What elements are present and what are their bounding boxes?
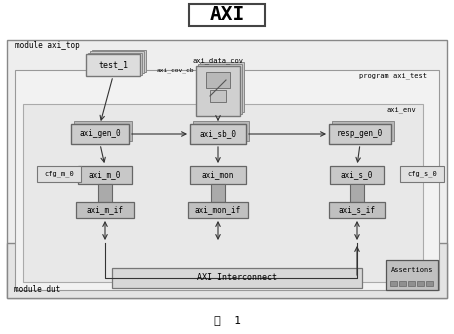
- Text: axi_mon_if: axi_mon_if: [195, 205, 241, 214]
- Bar: [78, 166, 132, 184]
- Bar: [330, 166, 384, 184]
- Bar: [193, 121, 249, 141]
- Text: test_1: test_1: [98, 60, 128, 69]
- Bar: [190, 124, 246, 144]
- Text: axi_m_if: axi_m_if: [87, 205, 123, 214]
- Bar: [76, 202, 134, 218]
- Bar: [332, 121, 394, 141]
- Bar: [23, 104, 423, 282]
- Bar: [399, 281, 406, 286]
- Text: resp_gen_0: resp_gen_0: [337, 130, 383, 139]
- Bar: [90, 51, 144, 73]
- Bar: [98, 184, 112, 202]
- Text: axi_data_cov: axi_data_cov: [192, 58, 243, 64]
- Text: AXI: AXI: [209, 5, 245, 24]
- Bar: [188, 202, 248, 218]
- Bar: [390, 281, 397, 286]
- Text: module axi_top: module axi_top: [15, 41, 79, 50]
- Bar: [189, 4, 265, 26]
- Bar: [112, 268, 362, 288]
- Bar: [426, 281, 433, 286]
- Text: axi_mon: axi_mon: [202, 170, 234, 179]
- Bar: [386, 260, 438, 290]
- Bar: [206, 72, 230, 88]
- Text: AXI Interconnect: AXI Interconnect: [197, 274, 277, 283]
- Bar: [200, 62, 244, 112]
- Text: module dut: module dut: [14, 286, 60, 295]
- Bar: [190, 166, 246, 184]
- Bar: [329, 124, 391, 144]
- Bar: [198, 64, 242, 114]
- Bar: [211, 184, 225, 202]
- Text: cfg_m_0: cfg_m_0: [44, 171, 74, 177]
- Bar: [210, 90, 226, 102]
- Bar: [37, 166, 81, 182]
- Bar: [7, 40, 447, 298]
- Bar: [7, 243, 447, 298]
- Text: axi_env: axi_env: [386, 107, 416, 113]
- Text: Assertions: Assertions: [391, 267, 433, 273]
- Bar: [400, 166, 444, 182]
- Bar: [329, 202, 385, 218]
- Bar: [92, 49, 146, 71]
- Text: axi_s_0: axi_s_0: [341, 170, 373, 179]
- Bar: [196, 66, 240, 116]
- Bar: [15, 70, 439, 290]
- Bar: [88, 52, 142, 74]
- Text: program axi_test: program axi_test: [359, 73, 427, 79]
- Text: axi_s_if: axi_s_if: [339, 205, 375, 214]
- Bar: [74, 121, 132, 141]
- Text: axi_sb_0: axi_sb_0: [199, 130, 237, 139]
- Text: axi_m_0: axi_m_0: [89, 170, 121, 179]
- Text: axi_cov_cb: axi_cov_cb: [157, 67, 194, 73]
- Text: 图  1: 图 1: [213, 315, 241, 325]
- Bar: [86, 54, 140, 76]
- Text: axi_gen_0: axi_gen_0: [79, 130, 121, 139]
- Bar: [408, 281, 415, 286]
- Bar: [350, 184, 364, 202]
- Bar: [71, 124, 129, 144]
- Text: cfg_s_0: cfg_s_0: [407, 171, 437, 177]
- Bar: [417, 281, 424, 286]
